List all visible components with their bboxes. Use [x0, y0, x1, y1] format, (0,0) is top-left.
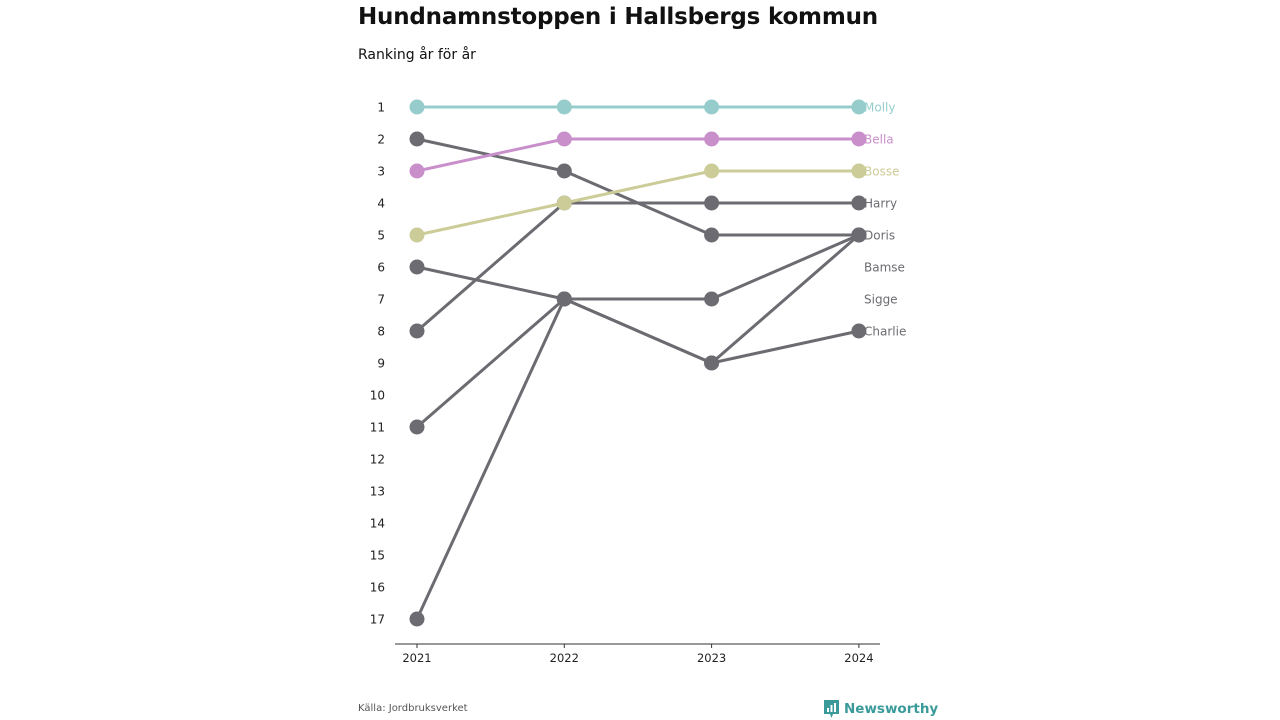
series-line-bamse [415, 233, 861, 301]
newsworthy-logo-icon [824, 700, 839, 718]
y-tick-label: 1 [377, 101, 385, 115]
series-point-bella [851, 131, 867, 147]
x-tick-label: 2023 [697, 651, 726, 665]
y-tick-label: 15 [370, 549, 385, 563]
brand-logo[interactable]: Newsworthy [823, 699, 938, 719]
series-point-charlie [704, 355, 720, 371]
x-tick-label: 2021 [402, 651, 431, 665]
series-point-bosse [851, 163, 867, 179]
series-point-doris [704, 227, 720, 243]
y-tick-label: 8 [377, 325, 385, 339]
y-tick-label: 12 [370, 453, 385, 467]
series-point-bamse [704, 291, 720, 307]
y-tick-label: 4 [377, 197, 385, 211]
series-point-harry [851, 195, 867, 211]
series-point-molly [851, 99, 867, 115]
brand-name: Newsworthy [844, 701, 939, 717]
series-point-bella [556, 131, 572, 147]
end-label-bella: Bella [864, 133, 894, 147]
series-point-bosse [409, 227, 425, 243]
y-tick-label: 17 [370, 613, 385, 627]
series-point-molly [556, 99, 572, 115]
source-note: Källa: Jordbruksverket [358, 703, 468, 714]
x-axis-ticks: 2021 2022 2023 2024 [402, 644, 874, 665]
series-point-bella [704, 131, 720, 147]
y-tick-label: 11 [370, 421, 385, 435]
series-point-bella [409, 163, 425, 179]
x-tick-label: 2022 [550, 651, 579, 665]
y-tick-label: 10 [370, 389, 385, 403]
series-point-bamse [409, 259, 425, 275]
end-label-charlie: Charlie [864, 325, 906, 339]
series-point-doris [556, 163, 572, 179]
y-tick-label: 3 [377, 165, 385, 179]
y-tick-label: 13 [370, 485, 385, 499]
x-tick-label: 2024 [844, 651, 873, 665]
series-point-molly [704, 99, 720, 115]
series-points [409, 99, 867, 627]
y-tick-label: 2 [377, 133, 385, 147]
series-line-harry [415, 201, 861, 333]
series-point-harry [409, 323, 425, 339]
series-line-charlie [415, 297, 861, 621]
chart-subtitle: Ranking år för år [358, 47, 476, 63]
chart-title: Hundnamnstoppen i Hallsbergs kommun [358, 4, 878, 30]
series-point-molly [409, 99, 425, 115]
series-point-charlie [409, 611, 425, 627]
series-point-doris [409, 131, 425, 147]
series-point-bosse [704, 163, 720, 179]
end-label-sigge: Sigge [864, 293, 898, 307]
y-tick-label: 9 [377, 357, 385, 371]
end-label-harry: Harry [864, 197, 897, 211]
end-label-bosse: Bosse [864, 165, 899, 179]
series-point-harry [704, 195, 720, 211]
y-tick-label: 5 [377, 229, 385, 243]
series-point-sigge [851, 227, 867, 243]
end-label-bamse: Bamse [864, 261, 905, 275]
series-point-charlie [556, 291, 572, 307]
series-point-charlie [851, 323, 867, 339]
y-tick-label: 16 [370, 581, 385, 595]
series-line-bosse [415, 169, 861, 237]
series-lines [415, 105, 861, 621]
y-tick-label: 7 [377, 293, 385, 307]
y-tick-label: 14 [370, 517, 385, 531]
series-end-labels: Molly Bella Bosse Harry Doris Bamse Sigge Charl… [864, 101, 906, 339]
series-line-bella [415, 137, 861, 173]
end-label-molly: Molly [864, 101, 895, 115]
y-tick-label: 6 [377, 261, 385, 275]
end-label-doris: Doris [864, 229, 895, 243]
series-point-sigge [409, 419, 425, 435]
series-point-bosse [556, 195, 572, 211]
